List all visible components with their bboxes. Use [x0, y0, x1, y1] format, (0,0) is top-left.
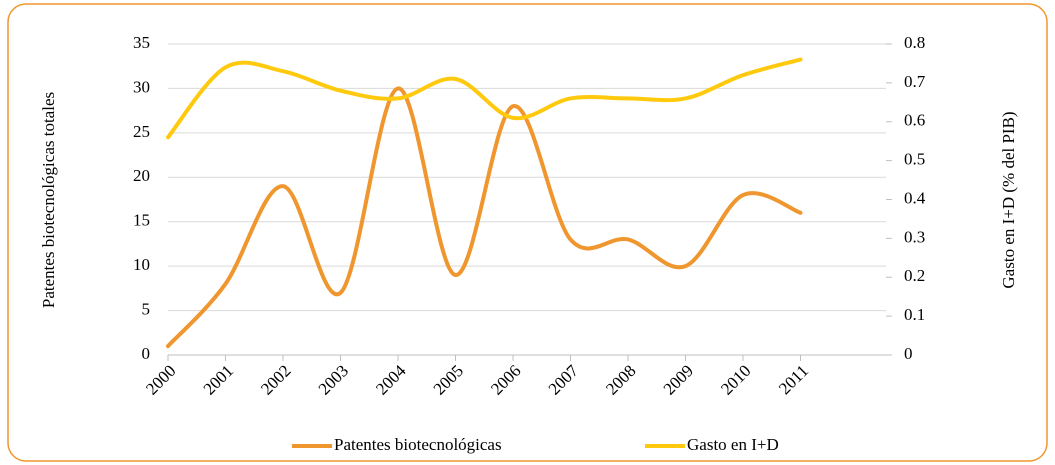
chart-border: [7, 3, 1048, 462]
y-tick-label: 25: [133, 122, 150, 141]
y-tick-label: 5: [142, 299, 151, 318]
y2-tick-label: 0.8: [904, 33, 925, 52]
y2-axis-title: Gasto en I+D (% del PIB): [999, 111, 1018, 288]
y-axis-title: Patentes biotecnológicas totales: [39, 92, 58, 308]
y2-tick-label: 0: [904, 344, 913, 363]
series-line: [166, 86, 803, 349]
y2-tick-label: 0.1: [904, 305, 925, 324]
legend-label: Patentes biotecnológicas: [334, 435, 502, 454]
y2-tick-label: 0.5: [904, 150, 925, 169]
y2-tick-label: 0.6: [904, 111, 925, 130]
y2-tick-label: 0.3: [904, 227, 925, 246]
y-tick-label: 35: [133, 33, 150, 52]
y2-tick-label: 0.2: [904, 266, 925, 285]
y-tick-label: 20: [133, 166, 150, 185]
y2-tick-label: 0.4: [904, 188, 926, 207]
series-line: [166, 57, 803, 140]
legend-label: Gasto en I+D: [687, 435, 779, 454]
y-tick-label: 30: [133, 77, 150, 96]
y-tick-label: 15: [133, 211, 150, 230]
y2-tick-label: 0.7: [904, 72, 926, 91]
y-tick-label: 0: [142, 344, 151, 363]
y-tick-label: 10: [133, 255, 150, 274]
